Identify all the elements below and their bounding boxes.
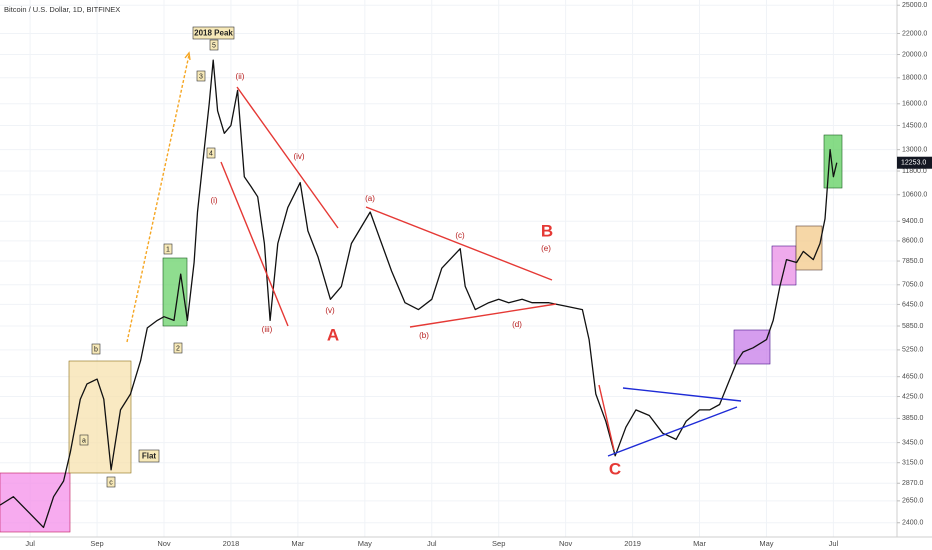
- x-tick-label: Mar: [693, 539, 706, 548]
- y-tick-label: 7050.0: [902, 282, 924, 289]
- wave-box: [68, 360, 132, 474]
- label-box: [79, 434, 89, 446]
- annotation: (ii): [236, 72, 245, 81]
- label-box: [91, 343, 101, 355]
- label-box: [163, 243, 173, 255]
- y-tick-label: 9400.0: [902, 218, 924, 225]
- arrow: [126, 54, 190, 343]
- label-box: [106, 476, 116, 488]
- x-tick-label: Nov: [157, 539, 171, 548]
- y-tick-label: 20000.0: [902, 51, 927, 58]
- y-tick-label: 14500.0: [902, 122, 927, 129]
- y-tick-label: 25000.0: [902, 2, 927, 9]
- trend-line: [365, 206, 553, 281]
- x-tick-label: Mar: [291, 539, 304, 548]
- y-tick-label: 10600.0: [902, 192, 927, 199]
- x-tick-label: Jul: [427, 539, 437, 548]
- annotation: b: [94, 346, 98, 353]
- annotation: (a): [365, 194, 375, 203]
- trend-lines: [126, 51, 742, 457]
- axes: 25000.0 22000.0 20000.0 18000.0 16000.0 14500…: [25, 2, 932, 548]
- annotation: (e): [541, 244, 551, 253]
- annotation: B: [541, 221, 553, 240]
- annotation: 2: [176, 345, 180, 352]
- annotation: 4: [209, 150, 213, 157]
- label-box: [196, 70, 206, 82]
- x-tick-label: May: [759, 539, 773, 548]
- annotation: C: [609, 459, 621, 478]
- trend-line: [220, 161, 289, 327]
- y-tick-label: 16000.0: [902, 101, 927, 108]
- y-tick-label: 3150.0: [902, 460, 924, 467]
- wave-box: [0, 472, 71, 533]
- wave-box: [771, 245, 797, 286]
- annotation: (iv): [293, 152, 304, 161]
- x-tick-label: May: [358, 539, 372, 548]
- annotation: (c): [455, 231, 465, 240]
- y-tick-label: 5850.0: [902, 323, 924, 330]
- label-box: [206, 147, 216, 159]
- y-tick-label: 8600.0: [902, 238, 924, 245]
- annotation: c: [109, 479, 113, 486]
- annotation: (iii): [262, 325, 273, 334]
- annotation: A: [327, 325, 339, 344]
- wave-box: [823, 134, 843, 189]
- y-tick-label: 11800.0: [902, 168, 927, 175]
- y-tick-label: 13000.0: [902, 146, 927, 153]
- annotation: (i): [210, 196, 217, 205]
- y-tick-label: 2650.0: [902, 498, 924, 505]
- x-tick-label: Jul: [25, 539, 35, 548]
- x-tick-label: Sep: [492, 539, 505, 548]
- y-tick-label: 3450.0: [902, 439, 924, 446]
- label-box: [138, 449, 160, 463]
- y-tick-label: 4650.0: [902, 374, 924, 381]
- annotation: 2018 Peak: [194, 29, 233, 38]
- trend-line: [598, 384, 615, 451]
- wave-tags: a b c 1 2 3 4 5: [79, 39, 219, 488]
- annotation: (b): [419, 331, 429, 340]
- trend-line: [622, 387, 742, 402]
- annotation: (v): [325, 306, 335, 315]
- chart-title: Bitcoin / U.S. Dollar, 1D, BITFINEX: [4, 5, 120, 14]
- y-tick-label: 22000.0: [902, 30, 927, 37]
- x-tick-label: 2019: [624, 539, 641, 548]
- y-tick-label: 2400.0: [902, 520, 924, 527]
- y-tick-label: 4250.0: [902, 393, 924, 400]
- trend-line: [607, 406, 738, 457]
- wave-box: [733, 329, 771, 365]
- x-tick-label: 2018: [223, 539, 240, 548]
- label-box: [209, 39, 219, 51]
- trend-line: [409, 303, 557, 328]
- price-line: [0, 59, 838, 529]
- x-tick-label: Sep: [90, 539, 103, 548]
- last-price-marker: [897, 156, 932, 169]
- trend-line: [236, 86, 339, 229]
- annotation: 3: [199, 73, 203, 80]
- grid: [0, 0, 897, 537]
- x-tick-label: Jul: [829, 539, 839, 548]
- y-tick-label: 5250.0: [902, 347, 924, 354]
- label-box: [173, 342, 183, 354]
- y-tick-label: 2870.0: [902, 480, 924, 487]
- y-tick-label: 7850.0: [902, 258, 924, 265]
- annotation: 5: [212, 42, 216, 49]
- annotation: (d): [512, 320, 522, 329]
- arrow-head: [184, 51, 191, 61]
- plot: [0, 59, 838, 529]
- label-box: [192, 26, 235, 40]
- annotation: 1: [166, 246, 170, 253]
- x-tick-label: Nov: [559, 539, 573, 548]
- y-tick-label: 3850.0: [902, 415, 924, 422]
- y-tick-label: 6450.0: [902, 301, 924, 308]
- last-price-label: 12253.0: [901, 160, 926, 167]
- y-tick-label: 18000.0: [902, 75, 927, 82]
- annotation: Flat: [142, 452, 157, 461]
- annotation: a: [82, 437, 86, 444]
